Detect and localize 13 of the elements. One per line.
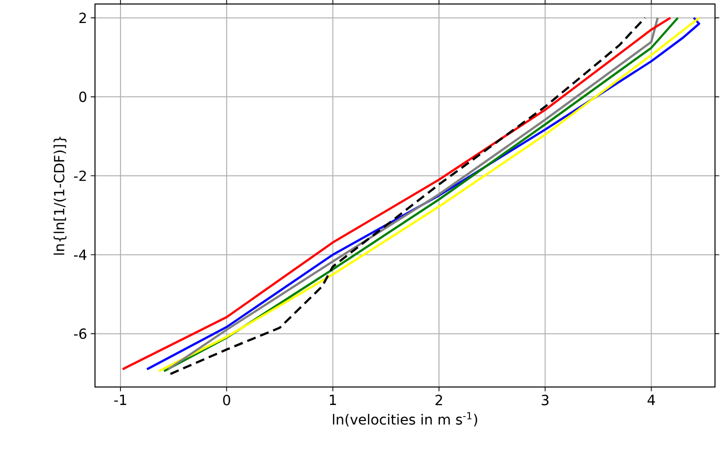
x-tick-label: 2 bbox=[436, 394, 442, 406]
y-tick-label: -6 bbox=[74, 328, 86, 339]
x-tick-label: -1 bbox=[114, 394, 126, 405]
x-tick-label: 0 bbox=[223, 394, 230, 406]
y-axis-title: ln{ln[1/(1-CDF)]} bbox=[54, 136, 66, 255]
y-tick-label: 2 bbox=[79, 12, 86, 23]
y-tick-label: -2 bbox=[74, 170, 86, 181]
x-tick-label: 1 bbox=[330, 394, 336, 405]
y-tick-label: -4 bbox=[74, 250, 86, 260]
y-tick-label: 0 bbox=[79, 92, 86, 102]
x-tick-label: 3 bbox=[542, 394, 548, 406]
x-axis-title: ln(velocities in m s$^{-1}$) bbox=[332, 412, 478, 426]
x-tick-label: 4 bbox=[648, 394, 655, 405]
